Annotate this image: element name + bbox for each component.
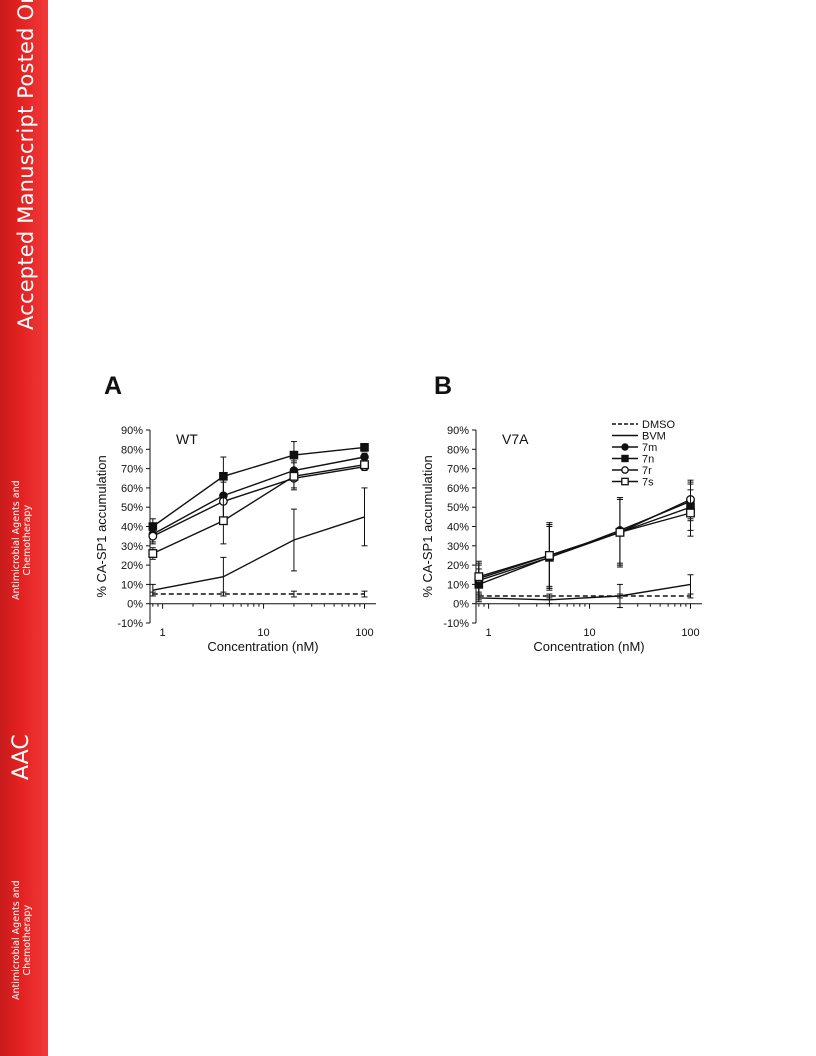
panel-a-series-7n-point [289,450,299,460]
panel-b-x-axis-label: Concentration (nM) [533,639,644,654]
panel-a-y-tick-label: 0% [127,599,143,611]
panel-a-x-tick-label: 10 [257,627,269,639]
panel-b-legend-marker-7r [621,466,629,474]
panel-a-series-7r-point [148,531,158,541]
panel-b-legend-label-bvm: BVM [642,431,666,443]
panel-b-legend-label-dmso: DMSO [642,419,675,431]
panel-a-x-tick-label: 1 [160,627,166,639]
panel-a-y-tick-label: 90% [121,425,143,437]
panel-b-series-7s-point [686,508,695,518]
journal-name-upper: Antimicrobial Agents and Chemotherapy [11,480,33,600]
panel-a-y-tick-label: 60% [121,483,143,495]
journal-name-line2-lower: Chemotherapy [22,904,33,976]
panel-b-x-tick-label: 100 [681,627,699,639]
journal-sidebar: Accepted Manuscript Posted Online Antimi… [0,0,48,1056]
manuscript-status-label: Accepted Manuscript Posted Online [14,0,38,330]
panel-b-legend-label-7r: 7r [642,465,652,477]
panel-b-legend-marker-7s [621,477,629,486]
panel-a-series-7s-point [148,549,158,558]
panel-a-y-tick-label: 40% [121,522,143,534]
panel-b-y-tick-label: 80% [447,444,469,456]
journal-name-line2: Chemotherapy [22,504,33,576]
panel-a-y-tick-label: 50% [121,502,143,514]
journal-name-line1: Antimicrobial Agents and [11,480,22,600]
panel-b-legend-label-7n: 7n [642,454,654,466]
panel-b-y-tick-label: 40% [447,522,469,534]
panel-b-y-tick-label: 20% [447,560,469,572]
panel-b-y-tick-label: 60% [447,483,469,495]
panel-b-label: B [434,372,453,400]
panel-b-x-tick-label: 1 [486,627,492,639]
panel-a-series-7s-point [289,471,299,481]
journal-name-lower: Antimicrobial Agents and Chemotherapy [11,880,33,1000]
panel-b-series-7n-line [478,506,691,586]
panel-a-series-7m-point [360,452,369,462]
journal-name-line1-lower: Antimicrobial Agents and [11,880,22,1000]
panel-a-series-7s-point [360,460,369,470]
panel-b-y-axis-label: % CA-SP1 accumulation [420,455,435,597]
panel-b-series-7s-line [478,512,691,578]
panel-a-series-7n-point [219,472,228,481]
panel-a-series-7s-line [152,464,365,555]
panel-b-legend-label-7s: 7s [642,477,654,489]
panel-a-x-axis-label: Concentration (nM) [207,639,318,654]
panel-a-series-bvm-line [152,516,365,591]
panel-b-y-tick-label: 70% [447,464,469,476]
panel-b-y-tick-label: 30% [447,541,469,553]
panel-a-series-7s-point [218,516,228,526]
panel-b-legend-marker-7n [621,454,629,463]
panel-b-y-tick-label: 50% [447,502,469,514]
panel-a-series-7m-line [152,456,365,535]
panel-b-y-tick-label: 0% [453,599,469,611]
panel-a-y-tick-label: 20% [121,560,143,572]
panel-b-x-tick-label: 10 [583,627,595,639]
chart-panel-b: -10% 0% 10% 20% 30% 40% 50% 60% 70% 80% 90% 1 10 100 C… [420,419,702,654]
panel-b-legend-label-7m: 7m [642,442,657,454]
panel-a-y-tick-label: 70% [121,464,143,476]
panel-b-chart-title: V7A [502,431,529,447]
panel-a-series-7n-point [360,443,369,452]
panel-a-y-tick-label: 80% [121,444,143,456]
panel-b-series-7s-point [544,550,554,560]
journal-abbreviation: AAC [9,734,34,780]
panel-b-y-tick-label: -10% [443,618,469,630]
panel-b-y-tick-label: 10% [447,579,469,591]
panel-a-series-7n-line [152,446,365,528]
panel-b-series-7s-point [474,572,484,582]
panel-b-legend-marker-7m [621,443,629,451]
panel-a-y-tick-label: 30% [121,541,143,553]
panel-a-chart-title: WT [176,431,198,447]
panel-a-y-tick-label: 10% [121,579,143,591]
panel-a-x-tick-label: 100 [355,627,373,639]
chart-panel-a: -10% 0% 10% 20% 30% 40% 50% 60% 70% 80% 90% 1 10 100 C… [94,425,376,654]
panel-a-label: A [104,372,123,400]
panel-a-y-tick-label: -10% [117,618,143,630]
panel-a-series-7r-line [152,466,365,537]
panel-b-series-7s-point [615,527,625,537]
panel-b-series-bvm-line [478,583,691,601]
panel-b-y-tick-label: 90% [447,425,469,437]
panel-a-y-axis-label: % CA-SP1 accumulation [94,455,109,597]
